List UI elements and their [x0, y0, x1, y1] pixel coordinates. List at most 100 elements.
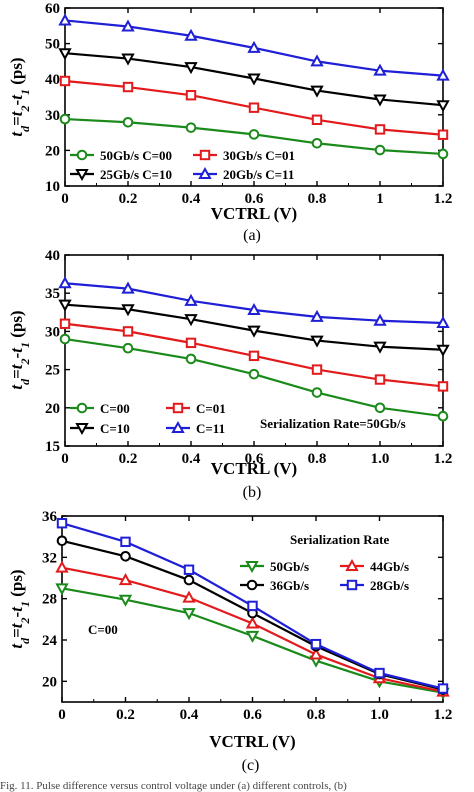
- legend-item: 28Gb/s: [340, 578, 409, 593]
- data-point-marker: [248, 129, 260, 140]
- legend-item: C=11: [166, 420, 225, 436]
- data-point-marker: [121, 19, 135, 32]
- legend-title: Serialization Rate: [290, 532, 390, 547]
- data-point-marker: [247, 40, 261, 53]
- legend-label: 36Gb/s: [270, 578, 309, 593]
- panel-caption: (c): [242, 757, 260, 774]
- data-point-marker: [122, 342, 134, 354]
- data-point-marker: [436, 100, 450, 113]
- legend-label: C=01: [196, 401, 226, 416]
- x-tick-label: 0.2: [116, 707, 135, 723]
- data-point-marker: [122, 116, 134, 128]
- data-point-marker: [437, 129, 449, 140]
- chart-annotation: Serialization Rate=50Gb/s: [260, 416, 406, 431]
- data-point-marker: [184, 62, 198, 75]
- y-tick-label: 30: [45, 324, 60, 340]
- x-tick-label: 0.6: [245, 191, 264, 207]
- panel-caption: (b): [243, 484, 262, 501]
- legend-item: 20Gb/s C=11: [193, 166, 294, 182]
- data-point-marker: [437, 148, 449, 160]
- data-point-marker: [436, 344, 450, 357]
- x-tick-label: 1.0: [371, 451, 390, 467]
- data-point-marker: [58, 13, 72, 26]
- data-point-marker: [58, 48, 72, 61]
- data-point-marker: [184, 293, 198, 306]
- data-point-marker: [373, 313, 387, 326]
- data-point-marker: [55, 560, 69, 573]
- data-point-marker: [310, 638, 322, 650]
- x-tick-label: 0.8: [308, 191, 327, 207]
- data-point-marker: [118, 594, 133, 607]
- legend-item: 50Gb/s C=00: [70, 148, 172, 163]
- x-tick-label: 1.2: [434, 707, 453, 723]
- legend-swatch-marker: [246, 579, 258, 591]
- data-point-marker: [373, 63, 387, 76]
- data-point-marker: [374, 144, 386, 156]
- legend-label: 30Gb/s C=01: [223, 148, 295, 163]
- legend-swatch-marker: [75, 423, 89, 436]
- data-point-marker: [248, 368, 260, 380]
- chart-panel-b: 0 0.2 0.4 0.6 0.8 1.0 1.2 15 20 25 30 35 40 VCTRL (V)…: [7, 248, 452, 501]
- x-tick-label: 0.6: [245, 451, 264, 467]
- data-point-marker: [183, 574, 195, 586]
- data-point-marker: [59, 113, 71, 125]
- legend-swatch-marker: [172, 402, 184, 414]
- y-tick-label: 60: [45, 1, 60, 17]
- x-tick-label: 0.4: [182, 191, 201, 207]
- series-30gb-s-c-01: [59, 75, 449, 140]
- data-point-marker: [121, 53, 135, 66]
- data-point-marker: [182, 590, 196, 603]
- data-point-marker: [245, 630, 260, 643]
- data-point-marker: [182, 608, 196, 621]
- data-point-marker: [248, 102, 260, 113]
- legend-item: 36Gb/s: [240, 578, 309, 593]
- legend-item: C=00: [70, 401, 130, 416]
- y-tick-label: 40: [45, 72, 60, 88]
- data-point-marker: [247, 302, 261, 316]
- y-tick-label: 10: [45, 179, 60, 195]
- data-point-marker: [248, 350, 260, 362]
- data-point-marker: [59, 318, 71, 329]
- data-point-marker: [122, 81, 134, 93]
- y-axis-label: td=t2-t1 (ps): [7, 569, 32, 648]
- data-point-marker: [247, 325, 261, 338]
- y-tick-label: 32: [42, 550, 57, 566]
- y-axis-label: td=t2-t1 (ps): [7, 310, 32, 389]
- legend-swatch-marker: [198, 166, 212, 179]
- data-point-marker: [185, 337, 197, 349]
- x-axis-label: VCTRL (V): [211, 204, 297, 223]
- y-tick-label: 28: [42, 592, 57, 608]
- legend-swatch-marker: [346, 579, 358, 591]
- legend-item: 30Gb/s C=01: [193, 148, 295, 163]
- data-point-marker: [374, 667, 385, 679]
- legend-label: C=11: [196, 421, 225, 436]
- data-point-marker: [121, 281, 135, 294]
- legend-label: 28Gb/s: [370, 578, 409, 593]
- data-point-marker: [374, 374, 386, 385]
- legend-swatch-marker: [199, 149, 211, 161]
- series-c-00: [59, 333, 449, 422]
- chart-panel-c: 0 0.2 0.4 0.6 0.8 1.0 1.2 20 24 28 32 36 VCTRL (V) td…: [7, 509, 452, 774]
- data-point-marker: [58, 299, 72, 312]
- data-point-marker: [310, 85, 324, 98]
- data-point-marker: [59, 333, 71, 345]
- legend-label: 50Gb/s C=00: [100, 148, 172, 163]
- x-tick-label: 0.4: [180, 707, 199, 723]
- legend-label: C=10: [100, 421, 130, 436]
- data-point-marker: [247, 73, 261, 86]
- data-point-marker: [310, 54, 324, 67]
- y-tick-label: 36: [42, 509, 58, 525]
- legend-label: 44Gb/s: [370, 559, 409, 574]
- data-point-marker: [59, 75, 71, 87]
- x-tick-label: 0: [58, 707, 66, 723]
- data-point-marker: [374, 402, 386, 414]
- x-tick-label: 1.2: [434, 451, 453, 467]
- panel-caption: (a): [243, 227, 261, 244]
- data-point-marker: [121, 304, 135, 317]
- data-point-marker: [185, 353, 197, 365]
- x-tick-label: 1.0: [370, 707, 389, 723]
- data-point-marker: [56, 535, 68, 547]
- y-tick-label: 20: [45, 143, 60, 159]
- x-axis-label: VCTRL (V): [211, 459, 297, 478]
